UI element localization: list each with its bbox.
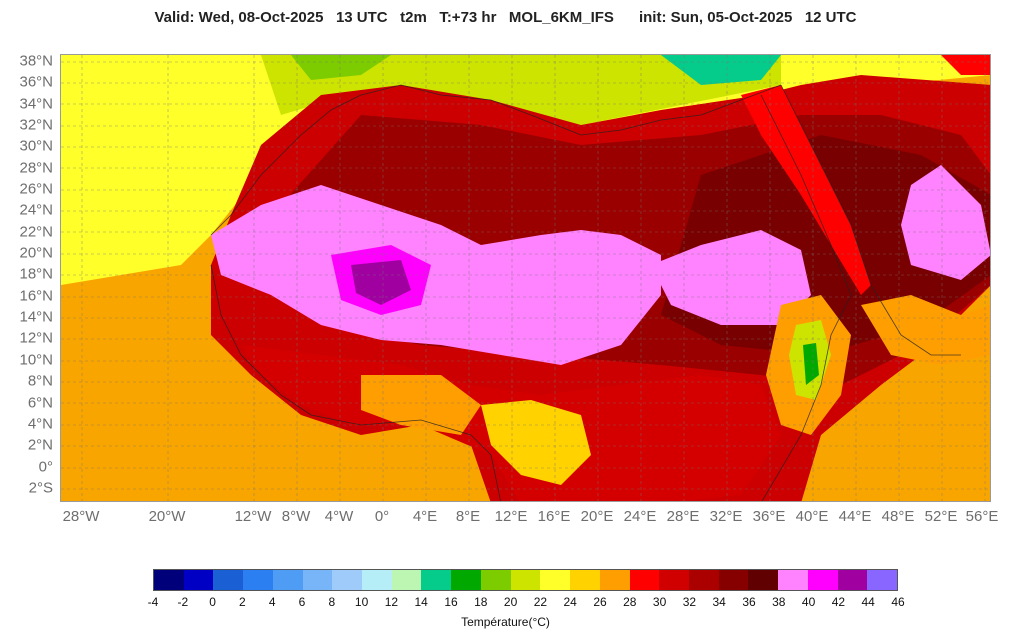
colorbar-swatch [748, 570, 779, 590]
colorbar-tick-label: -2 [177, 595, 189, 609]
lon-label: 4°W [324, 508, 354, 525]
colorbar [153, 569, 898, 591]
lon-label: 20°W [148, 508, 186, 525]
lon-label: 8°W [281, 508, 311, 525]
map-title: Valid: Wed, 08-Oct-2025 13 UTC t2m T:+73… [154, 9, 857, 26]
colorbar-tick-label: 42 [831, 595, 846, 609]
colorbar-tick-label: 0 [209, 595, 216, 609]
lat-label: 4°N [27, 415, 53, 433]
lat-label: 28°N [19, 159, 53, 177]
lat-label: 30°N [19, 137, 53, 155]
colorbar-swatch [302, 570, 333, 590]
lat-label: 32°N [19, 116, 53, 134]
lat-label: 16°N [19, 287, 53, 305]
colorbar-tick-label: 30 [652, 595, 667, 609]
colorbar-swatch [272, 570, 303, 590]
colorbar-swatch [421, 570, 452, 590]
lon-label: 32°E [709, 508, 743, 525]
lat-label: 0° [38, 458, 53, 476]
colorbar-swatch [570, 570, 600, 590]
lat-label: 14°N [19, 308, 53, 326]
colorbar-swatch [362, 570, 392, 590]
colorbar-tick-label: 18 [474, 595, 488, 609]
lat-label: 12°N [19, 329, 53, 347]
colorbar-swatch [867, 570, 897, 590]
lat-label: 34°N [19, 95, 53, 113]
lat-label: 38°N [19, 52, 53, 70]
colorbar-tick-label: 4 [268, 595, 276, 609]
temperature-field [61, 55, 990, 501]
colorbar-tick-label: 2 [239, 595, 246, 609]
colorbar-swatch [629, 570, 660, 590]
colorbar-swatch [154, 570, 184, 590]
colorbar-tick-label: 40 [801, 595, 816, 609]
colorbar-swatch [183, 570, 214, 590]
colorbar-swatch [837, 570, 868, 590]
lon-label: 56°E [965, 508, 999, 525]
colorbar-swatch [718, 570, 749, 590]
colorbar-swatch [510, 570, 541, 590]
lon-label: 4°E [412, 508, 438, 525]
colorbar-tick-label: 26 [593, 595, 607, 609]
lat-label: 6°N [27, 394, 53, 412]
colorbar-swatch [480, 570, 511, 590]
lon-label: 16°E [537, 508, 571, 525]
colorbar-tick-label: 12 [384, 595, 399, 609]
colorbar-tick-label: 38 [772, 595, 786, 609]
lat-label: 2°S [28, 479, 53, 497]
colorbar-swatch [332, 570, 363, 590]
lon-label: 44°E [838, 508, 872, 525]
colorbar-swatch [213, 570, 244, 590]
lon-label: 28°E [666, 508, 700, 525]
colorbar-swatch [540, 570, 571, 590]
lon-label: 24°E [623, 508, 657, 525]
colorbar-tick-label: -4 [147, 595, 159, 609]
lon-label: 0° [374, 508, 390, 525]
lat-label: 20°N [19, 244, 53, 262]
lon-label: 52°E [924, 508, 958, 525]
colorbar-tick-label: 46 [891, 595, 905, 609]
lat-label: 10°N [19, 351, 53, 369]
lat-label: 36°N [19, 73, 53, 91]
colorbar-tick-label: 22 [533, 595, 548, 609]
lat-label: 22°N [19, 223, 53, 241]
colorbar-tick-label: 10 [354, 595, 369, 609]
lat-label: 8°N [27, 372, 53, 390]
colorbar-title: Température(°C) [461, 615, 550, 629]
colorbar-swatch [659, 570, 689, 590]
colorbar-swatch [599, 570, 630, 590]
lat-label: 18°N [19, 265, 53, 283]
colorbar-swatch [807, 570, 838, 590]
colorbar-tick-label: 44 [861, 595, 875, 609]
colorbar-tick-label: 32 [682, 595, 697, 609]
colorbar-tick-label: 34 [712, 595, 726, 609]
colorbar-tick-label: 6 [298, 595, 306, 609]
lat-label: 26°N [19, 180, 53, 198]
colorbar-tick-label: 8 [328, 595, 336, 609]
colorbar-tick-label: 20 [503, 595, 518, 609]
lon-label: 40°E [795, 508, 829, 525]
colorbar-swatch [778, 570, 808, 590]
lat-label: 2°N [27, 436, 53, 454]
colorbar-swatch [243, 570, 273, 590]
lon-label: 28°W [62, 508, 100, 525]
lon-label: 20°E [580, 508, 614, 525]
lon-label: 48°E [881, 508, 915, 525]
colorbar-tick-label: 14 [414, 595, 428, 609]
temperature-map [60, 54, 991, 502]
colorbar-tick-label: 28 [623, 595, 637, 609]
colorbar-tick-label: 24 [563, 595, 577, 609]
colorbar-tick-label: 36 [742, 595, 756, 609]
colorbar-swatch [391, 570, 422, 590]
colorbar-swatch [451, 570, 481, 590]
colorbar-tick-label: 16 [444, 595, 458, 609]
lon-label: 8°E [455, 508, 481, 525]
colorbar-swatch [688, 570, 719, 590]
lon-label: 12°W [234, 508, 272, 525]
lat-label: 24°N [19, 201, 53, 219]
lon-label: 12°E [494, 508, 528, 525]
lon-label: 36°E [752, 508, 786, 525]
